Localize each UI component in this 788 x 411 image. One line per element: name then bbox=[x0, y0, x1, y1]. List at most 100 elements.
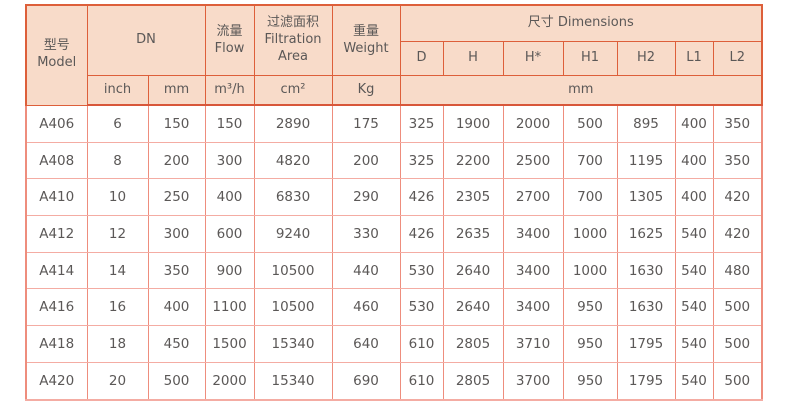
cell-value: 400 bbox=[674, 178, 714, 217]
cell-value: 1795 bbox=[616, 325, 676, 363]
unit-inch: inch bbox=[86, 75, 149, 106]
table-row: A408 8 200 300 4820 200 325 2200 2500 700 1195 400 3… bbox=[25, 141, 764, 180]
cell-model: A420 bbox=[25, 361, 88, 401]
cell-value: 2640 bbox=[442, 288, 504, 327]
cell-value: 150 bbox=[204, 104, 255, 143]
cell-value: 500 bbox=[562, 104, 618, 143]
cell-value: 426 bbox=[399, 215, 444, 253]
cell-model: A416 bbox=[25, 288, 88, 327]
cell-value: 530 bbox=[399, 251, 444, 290]
cell-value: 3700 bbox=[502, 361, 564, 401]
cell-value: 900 bbox=[204, 251, 255, 290]
header-dim-l2: L2 bbox=[712, 41, 764, 76]
table-body: A406 6 150 150 2890 175 325 1900 2000 500 895 400 35… bbox=[25, 104, 764, 401]
cell-model: A408 bbox=[25, 141, 88, 180]
cell-value: 8 bbox=[86, 141, 149, 180]
cell-value: 12 bbox=[86, 215, 149, 253]
header-dimensions-en: Dimensions bbox=[557, 15, 634, 31]
header-dim-h1: H1 bbox=[562, 41, 618, 76]
cell-value: 950 bbox=[562, 288, 618, 327]
header-dim-d: D bbox=[399, 41, 444, 76]
header-row-2: D H H* H1 H2 L1 L2 bbox=[26, 41, 764, 76]
unit-dims-mm: mm bbox=[399, 75, 764, 106]
cell-value: 350 bbox=[712, 141, 764, 180]
cell-model: A418 bbox=[25, 325, 88, 363]
cell-value: 4820 bbox=[253, 141, 333, 180]
table-row: A414 14 350 900 10500 440 530 2640 3400 1000 1630 5… bbox=[25, 251, 764, 290]
cell-value: 530 bbox=[399, 288, 444, 327]
header-dim-h2: H2 bbox=[616, 41, 676, 76]
cell-value: 460 bbox=[331, 288, 401, 327]
cell-value: 2805 bbox=[442, 361, 504, 401]
header-model-en: Model bbox=[37, 55, 77, 71]
unit-area: cm² bbox=[253, 75, 333, 106]
cell-value: 3400 bbox=[502, 215, 564, 253]
cell-value: 690 bbox=[331, 361, 401, 401]
cell-value: 150 bbox=[147, 104, 206, 143]
cell-value: 200 bbox=[147, 141, 206, 180]
cell-value: 480 bbox=[712, 251, 764, 290]
cell-value: 1000 bbox=[562, 251, 618, 290]
header-dim-hstar: H* bbox=[502, 41, 564, 76]
table-header: 型号 Model DN 流量 Flow 过滤面积 Filtration Area… bbox=[25, 4, 764, 106]
cell-model: A412 bbox=[25, 215, 88, 253]
cell-value: 450 bbox=[147, 325, 206, 363]
cell-value: 3710 bbox=[502, 325, 564, 363]
cell-value: 1900 bbox=[442, 104, 504, 143]
cell-value: 2805 bbox=[442, 325, 504, 363]
cell-value: 3400 bbox=[502, 251, 564, 290]
cell-value: 290 bbox=[331, 178, 401, 217]
cell-value: 400 bbox=[204, 178, 255, 217]
cell-value: 1500 bbox=[204, 325, 255, 363]
cell-value: 16 bbox=[86, 288, 149, 327]
unit-weight: Kg bbox=[331, 75, 401, 106]
table-row: A418 18 450 1500 15340 640 610 2805 3710 950 1795 5… bbox=[25, 325, 764, 363]
cell-value: 2890 bbox=[253, 104, 333, 143]
cell-value: 2500 bbox=[502, 141, 564, 180]
cell-value: 700 bbox=[562, 178, 618, 217]
table-row: A412 12 300 600 9240 330 426 2635 3400 1000 1625 54… bbox=[25, 215, 764, 253]
cell-value: 2700 bbox=[502, 178, 564, 217]
header-filtration-area: 过滤面积 Filtration Area bbox=[253, 4, 333, 76]
header-flow: 流量 Flow bbox=[204, 4, 255, 76]
header-filtration-en: Filtration Area bbox=[264, 32, 322, 64]
header-filtration-zh: 过滤面积 bbox=[266, 15, 319, 31]
cell-value: 1625 bbox=[616, 215, 676, 253]
cell-value: 440 bbox=[331, 251, 401, 290]
cell-value: 15340 bbox=[253, 325, 333, 363]
header-weight-en: Weight bbox=[343, 40, 389, 56]
spec-table: 型号 Model DN 流量 Flow 过滤面积 Filtration Area… bbox=[25, 4, 764, 401]
table-row: A416 16 400 1100 10500 460 530 2640 3400 950 1630 5… bbox=[25, 288, 764, 327]
cell-value: 6 bbox=[86, 104, 149, 143]
cell-value: 9240 bbox=[253, 215, 333, 253]
cell-value: 14 bbox=[86, 251, 149, 290]
cell-value: 2200 bbox=[442, 141, 504, 180]
cell-value: 200 bbox=[331, 141, 401, 180]
cell-value: 540 bbox=[674, 325, 714, 363]
cell-value: 330 bbox=[331, 215, 401, 253]
cell-value: 400 bbox=[147, 288, 206, 327]
header-model-zh: 型号 bbox=[43, 38, 70, 54]
header-dim-l1: L1 bbox=[674, 41, 714, 76]
cell-value: 325 bbox=[399, 141, 444, 180]
table-row: A420 20 500 2000 15340 690 610 2805 3700 950 1795 5… bbox=[25, 361, 764, 401]
cell-value: 10 bbox=[86, 178, 149, 217]
cell-model: A406 bbox=[25, 104, 88, 143]
cell-value: 350 bbox=[147, 251, 206, 290]
header-model: 型号 Model bbox=[25, 4, 88, 106]
cell-value: 300 bbox=[147, 215, 206, 253]
cell-value: 540 bbox=[674, 215, 714, 253]
header-dn: DN bbox=[86, 4, 206, 76]
cell-value: 300 bbox=[204, 141, 255, 180]
cell-value: 2305 bbox=[442, 178, 504, 217]
cell-value: 610 bbox=[399, 325, 444, 363]
cell-value: 18 bbox=[86, 325, 149, 363]
cell-value: 6830 bbox=[253, 178, 333, 217]
cell-value: 20 bbox=[86, 361, 149, 401]
cell-value: 400 bbox=[674, 141, 714, 180]
cell-value: 540 bbox=[674, 361, 714, 401]
header-flow-en: Flow bbox=[214, 40, 245, 56]
header-dim-h: H bbox=[442, 41, 504, 76]
cell-value: 950 bbox=[562, 361, 618, 401]
cell-value: 175 bbox=[331, 104, 401, 143]
